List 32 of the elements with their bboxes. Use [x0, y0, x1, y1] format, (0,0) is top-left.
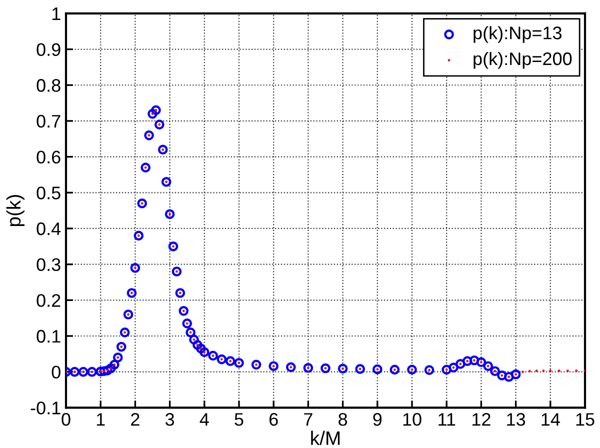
x-tick-label: 10: [403, 413, 422, 426]
x-tick-label: 4: [200, 413, 209, 426]
y-tick-label: 0.2: [36, 294, 60, 307]
x-tick-label: 8: [338, 413, 348, 426]
x-tick-label: 14: [542, 413, 560, 426]
x-tick-label: 6: [269, 413, 278, 426]
x-tick-label: 12: [472, 413, 490, 426]
y-tick-label: 0.8: [36, 79, 60, 92]
y-tick-label: 0.4: [36, 222, 61, 236]
y-tick-label: -0.1: [30, 402, 60, 414]
x-tick-label: 7: [304, 413, 312, 426]
y-axis-title: p(k): [6, 195, 24, 226]
y-tick-label: 0.3: [36, 258, 60, 272]
x-tick-label: 15: [576, 413, 594, 426]
y-tick-label: 0.1: [36, 330, 60, 343]
y-tick-label: 0.9: [36, 43, 60, 56]
y-tick-label: 0: [52, 366, 60, 379]
legend-label: p(k):Np=200: [474, 52, 572, 69]
x-tick-label: 1: [96, 413, 105, 426]
y-tick-label: 1: [52, 8, 60, 20]
x-tick-label: 3: [165, 413, 174, 426]
x-tick-label: 0: [62, 413, 70, 426]
y-tick-label: 0.6: [36, 150, 60, 164]
legend-label: p(k):Np=13: [474, 26, 562, 43]
x-tick-label: 11: [438, 413, 456, 426]
y-tick-label: 0.5: [36, 186, 60, 200]
x-tick-label: 13: [507, 413, 526, 426]
y-tick-label: 0.7: [36, 114, 60, 128]
x-tick-label: 5: [234, 413, 244, 426]
x-tick-label: 9: [373, 413, 382, 426]
x-axis-title: k/M: [311, 430, 340, 446]
x-tick-label: 2: [131, 413, 140, 426]
